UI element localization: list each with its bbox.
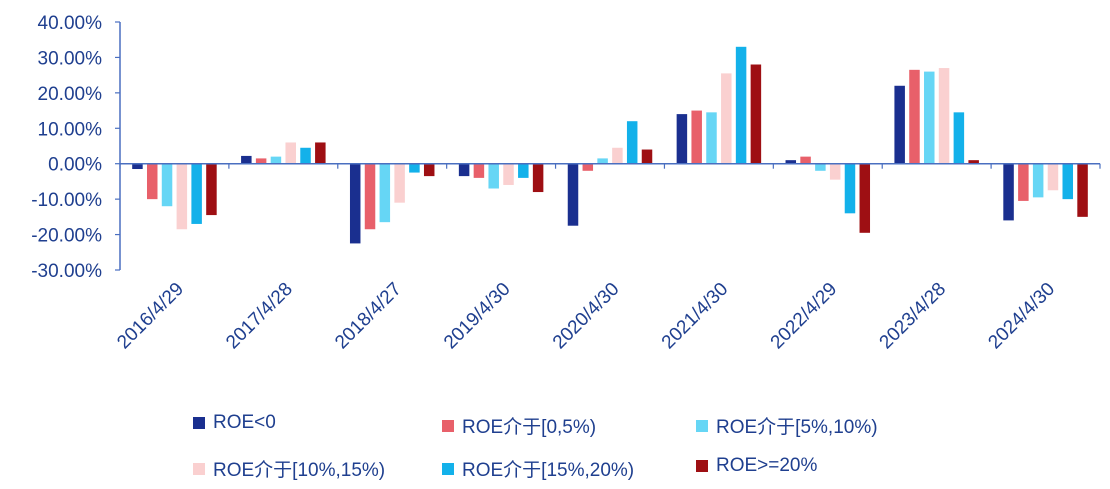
bar	[597, 158, 608, 164]
bar	[176, 163, 188, 230]
bar	[938, 68, 950, 164]
bar	[924, 71, 935, 164]
bar	[691, 110, 702, 164]
bar	[473, 163, 485, 178]
x-tick-label: 2017/4/28	[222, 279, 297, 354]
y-tick-labels: 40.00% 30.00% 20.00% 10.00% 0.00% -10.00% -20.…	[31, 13, 102, 282]
bar	[750, 64, 762, 164]
bar	[161, 163, 173, 207]
bar	[968, 160, 979, 164]
bar	[829, 163, 841, 180]
bar	[206, 163, 217, 216]
y-tick-label: -10.00%	[31, 190, 102, 211]
y-tick-label: 0.00%	[48, 155, 102, 176]
bar	[953, 112, 965, 164]
bar	[270, 156, 282, 164]
bar	[315, 142, 326, 164]
bar	[626, 121, 638, 164]
bar	[518, 163, 529, 178]
bar	[894, 85, 905, 164]
x-tick-label: 2019/4/30	[440, 279, 515, 354]
bar	[379, 163, 391, 223]
bar	[735, 46, 747, 164]
bar	[394, 163, 405, 203]
x-tick-label: 2021/4/30	[658, 279, 733, 354]
y-tick-label: -30.00%	[31, 261, 102, 282]
bar	[785, 160, 797, 164]
bar	[706, 112, 717, 164]
bar	[349, 163, 361, 244]
bar	[241, 155, 252, 164]
bar	[503, 163, 514, 185]
x-tick-label: 2020/4/30	[549, 279, 624, 354]
bar	[1062, 163, 1074, 200]
bar	[844, 163, 856, 214]
bar	[859, 163, 871, 233]
bar	[285, 142, 296, 164]
bar	[582, 163, 594, 171]
bar	[191, 163, 202, 224]
bar	[612, 147, 623, 164]
bar	[146, 163, 158, 200]
y-tick-label: 10.00%	[38, 119, 103, 140]
axis-layer	[115, 21, 1101, 271]
y-tick-label: -20.00%	[31, 226, 102, 247]
bar	[423, 163, 435, 177]
bar	[721, 73, 732, 164]
x-tick-label: 2022/4/29	[767, 279, 842, 354]
bar	[1003, 163, 1014, 221]
y-tick-label: 20.00%	[38, 84, 103, 105]
bar	[1032, 163, 1044, 198]
bar	[300, 147, 311, 164]
bar	[255, 158, 267, 164]
bar	[364, 163, 376, 230]
bar	[132, 163, 143, 170]
y-tick-label: 40.00%	[38, 13, 103, 34]
x-tick-label: 2024/4/30	[984, 279, 1059, 354]
x-tick-label: 2016/4/29	[113, 279, 188, 354]
bar	[1018, 163, 1029, 201]
bar	[458, 163, 470, 177]
bar	[567, 163, 579, 226]
bar	[909, 69, 920, 164]
bar	[1047, 163, 1059, 191]
y-tick-label: 30.00%	[38, 48, 103, 69]
x-tick-label: 2018/4/27	[331, 279, 406, 354]
bar	[800, 156, 811, 164]
bar	[815, 163, 826, 171]
x-tick-labels: 2016/4/29 2017/4/28 2018/4/27 2019/4/30 2020…	[113, 279, 1059, 354]
bar	[409, 163, 420, 173]
x-tick-label: 2023/4/28	[876, 279, 951, 354]
bars-layer	[132, 46, 1088, 244]
bar	[1077, 163, 1088, 217]
bar	[641, 149, 653, 164]
bar	[532, 163, 544, 193]
bar	[488, 163, 499, 189]
bar	[676, 114, 688, 164]
